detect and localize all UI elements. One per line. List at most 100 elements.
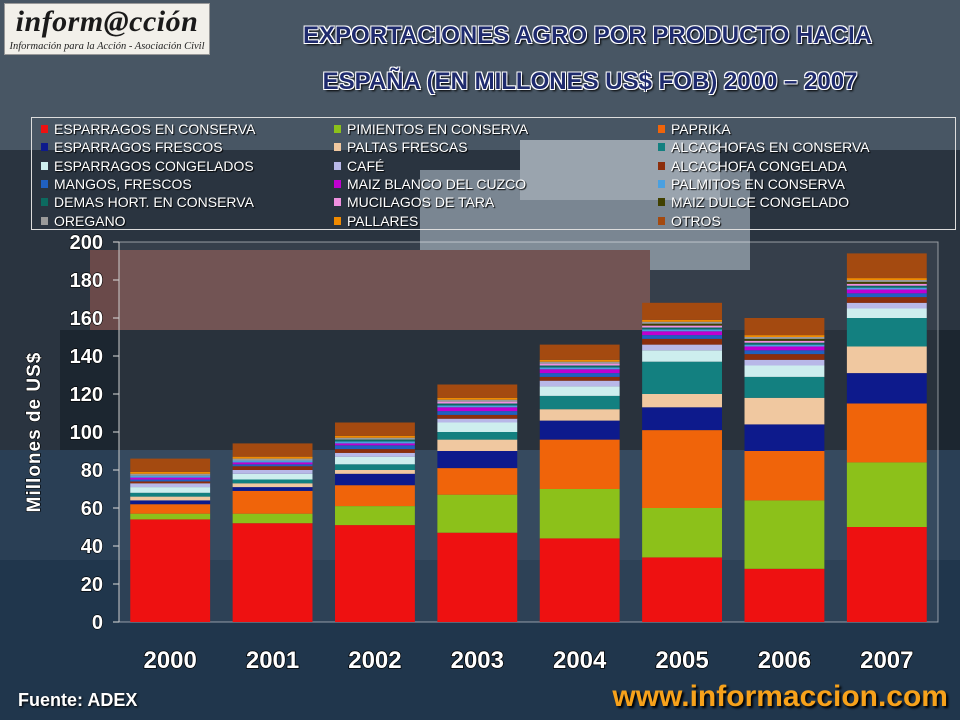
legend-swatch [41,198,48,207]
legend-swatch [334,179,341,188]
bar-segment [539,369,620,374]
bar-segment [642,323,722,326]
bar-segment [335,449,415,453]
bar-segment [232,470,313,474]
logo-tagline: Información para la Acción - Asociación … [9,41,205,52]
bar-segment [744,500,825,569]
bar-segment [437,468,518,495]
legend-label: ESPARRAGOS FRESCOS [54,139,223,156]
bar-segment [130,481,211,484]
bar-segment [846,281,927,284]
bar-segment [846,285,927,288]
bar-segment [642,319,722,322]
legend-label: DEMAS HORT. EN CONSERVA [54,194,254,211]
x-tick-label: 2007 [860,647,913,674]
logo: inform@cción Información para la Acción … [4,3,210,55]
bar-segment [846,289,927,294]
bar-segment [539,386,620,396]
bar-segment [437,418,518,423]
bar-segment [846,403,927,463]
bar-segment [130,519,211,622]
bar-segment [846,302,927,309]
y-tick-label: 120 [70,384,103,406]
bar-segment [744,338,825,341]
source-note: Fuente: ADEX [18,690,138,710]
bar-segment [539,361,620,364]
bar-segment [744,318,825,336]
bar-segment [642,325,722,328]
bar-segment [744,376,825,398]
bar-segment [846,373,927,404]
bar-segment [232,456,313,459]
x-tick-label: 2000 [143,647,196,674]
bar-segment [130,471,211,474]
bar-segment [335,464,415,470]
bar-segment [539,395,620,410]
legend-swatch [658,216,665,225]
legend-swatch [658,143,665,152]
bar-segment [846,278,927,280]
bar-segment [437,384,518,398]
bar-segment [642,329,722,332]
bar-segment [846,283,927,286]
bar-segment [130,496,211,501]
bar-segment [846,293,927,298]
bar-segment [232,462,313,465]
bar-segment [642,335,722,339]
bar-segment [130,458,211,472]
bar-segment [335,473,415,486]
legend-swatch [334,125,341,133]
legend-label: MUCILAGOS DE TARA [347,194,495,211]
bar-segment [130,473,211,476]
y-tick-label: 180 [70,270,103,292]
bar-segment [642,338,722,345]
y-tick-label: 200 [70,232,103,254]
bar-segment [335,441,415,444]
legend-label: PALTAS FRESCAS [347,139,468,156]
bar-segment [335,422,415,436]
legend-swatch [41,143,48,152]
legend-swatch [658,161,665,170]
bar-segment [744,342,825,345]
legend-swatch [41,125,48,133]
legend-label: PIMIENTOS EN CONSERVA [347,121,529,137]
legend-label: MANGOS, FRESCOS [54,175,192,192]
bar-segment [744,451,825,501]
bar-segment [232,464,313,467]
bar-segment [642,508,722,558]
bar-segment [335,470,415,474]
legend-label: MAIZ DULCE CONGELADO [671,194,850,211]
website-link[interactable]: www.informaccion.com [612,680,948,713]
bar-segment [130,492,211,497]
x-tick-label: 2002 [348,647,401,674]
bar-segment [846,527,927,622]
bar-segment [232,523,313,622]
bar-segment [642,327,722,330]
bar-segment [437,411,518,415]
x-tick-label: 2004 [553,647,607,674]
legend-swatch [41,216,48,225]
bar-segment [335,525,415,622]
bar-segment [846,280,927,282]
bar-segment [437,494,518,533]
bar-segment [846,253,927,279]
legend-label: PALLARES [347,212,419,229]
bar-segment [539,365,620,368]
bar-segment [130,487,211,493]
bar-segment [335,506,415,526]
legend-label: ALCACHOFA CONGELADA [671,157,847,174]
legend-label: MAIZ BLANCO DEL CUZCO [347,175,527,192]
legend-swatch [658,198,665,207]
bar-segment [642,302,722,320]
y-tick-label: 100 [70,422,103,444]
chart-title-line-2: ESPAÑA (EN MILLONES US$ FOB) 2000 – 2007 [322,68,858,95]
bar-segment [335,485,415,507]
bar-segment [232,483,313,488]
legend-swatch [658,125,665,133]
bar-segment [539,367,620,370]
bar-segment [846,308,927,318]
bar-segment [437,403,518,406]
bar-segment [130,513,211,520]
y-axis-label: Millones de US$ [24,352,45,513]
